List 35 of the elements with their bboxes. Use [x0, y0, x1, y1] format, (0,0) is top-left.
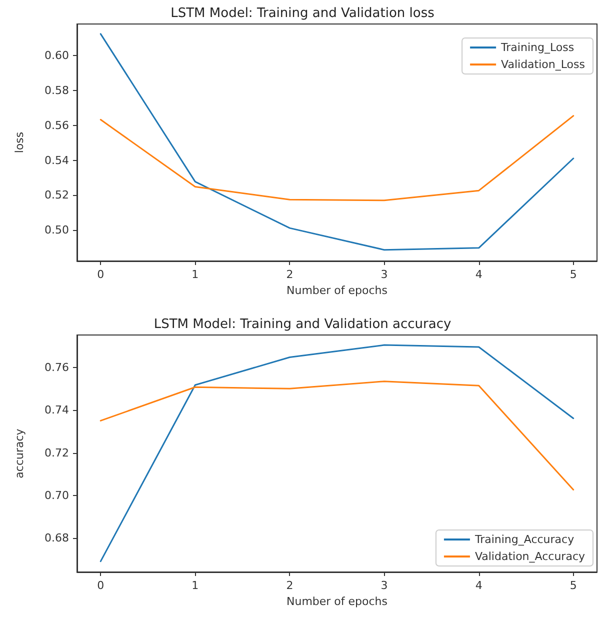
legend-label: Validation_Loss — [501, 58, 586, 71]
x-tick-label: 3 — [380, 268, 388, 281]
y-tick-label: 0.58 — [44, 84, 69, 98]
y-tick-label: 0.52 — [44, 188, 69, 202]
x-tick-label: 2 — [286, 268, 294, 281]
legend-label: Validation_Accuracy — [474, 550, 586, 563]
x-tick-label: 3 — [380, 579, 388, 592]
y-tick-label: 0.76 — [44, 360, 69, 374]
line-series — [100, 115, 574, 202]
x-tick-label: 2 — [286, 579, 294, 592]
line-series — [100, 380, 574, 490]
x-tick-label: 5 — [570, 268, 577, 281]
chart-title: LSTM Model: Training and Validation accuracy — [154, 317, 452, 332]
x-tick-label: 4 — [475, 268, 482, 281]
x-tick-label: 4 — [475, 579, 482, 592]
x-tick-label: 1 — [192, 268, 199, 281]
legend-label: Training_Loss — [500, 41, 574, 54]
x-tick-label: 0 — [97, 268, 104, 281]
x-tick-label: 5 — [570, 579, 577, 592]
y-axis-title: loss — [13, 132, 26, 154]
x-axis-title: Number of epochs — [286, 284, 388, 297]
y-tick-label: 0.72 — [44, 446, 69, 460]
x-axis-title: Number of epochs — [286, 594, 388, 608]
y-tick-label: 0.68 — [44, 532, 69, 545]
y-tick-label: 0.70 — [44, 488, 69, 502]
x-tick-label: 0 — [97, 579, 104, 592]
y-tick-label: 0.74 — [44, 404, 69, 417]
y-tick-label: 0.60 — [44, 49, 69, 62]
chart-title: LSTM Model: Training and Validation loss — [170, 6, 435, 21]
y-tick-label: 0.56 — [44, 118, 69, 132]
x-tick-label: 1 — [192, 579, 199, 592]
y-tick-label: 0.54 — [44, 154, 69, 167]
legend-label: Training_Accuracy — [474, 533, 575, 546]
y-axis-title: accuracy — [13, 428, 26, 478]
y-tick-label: 0.50 — [44, 223, 69, 236]
